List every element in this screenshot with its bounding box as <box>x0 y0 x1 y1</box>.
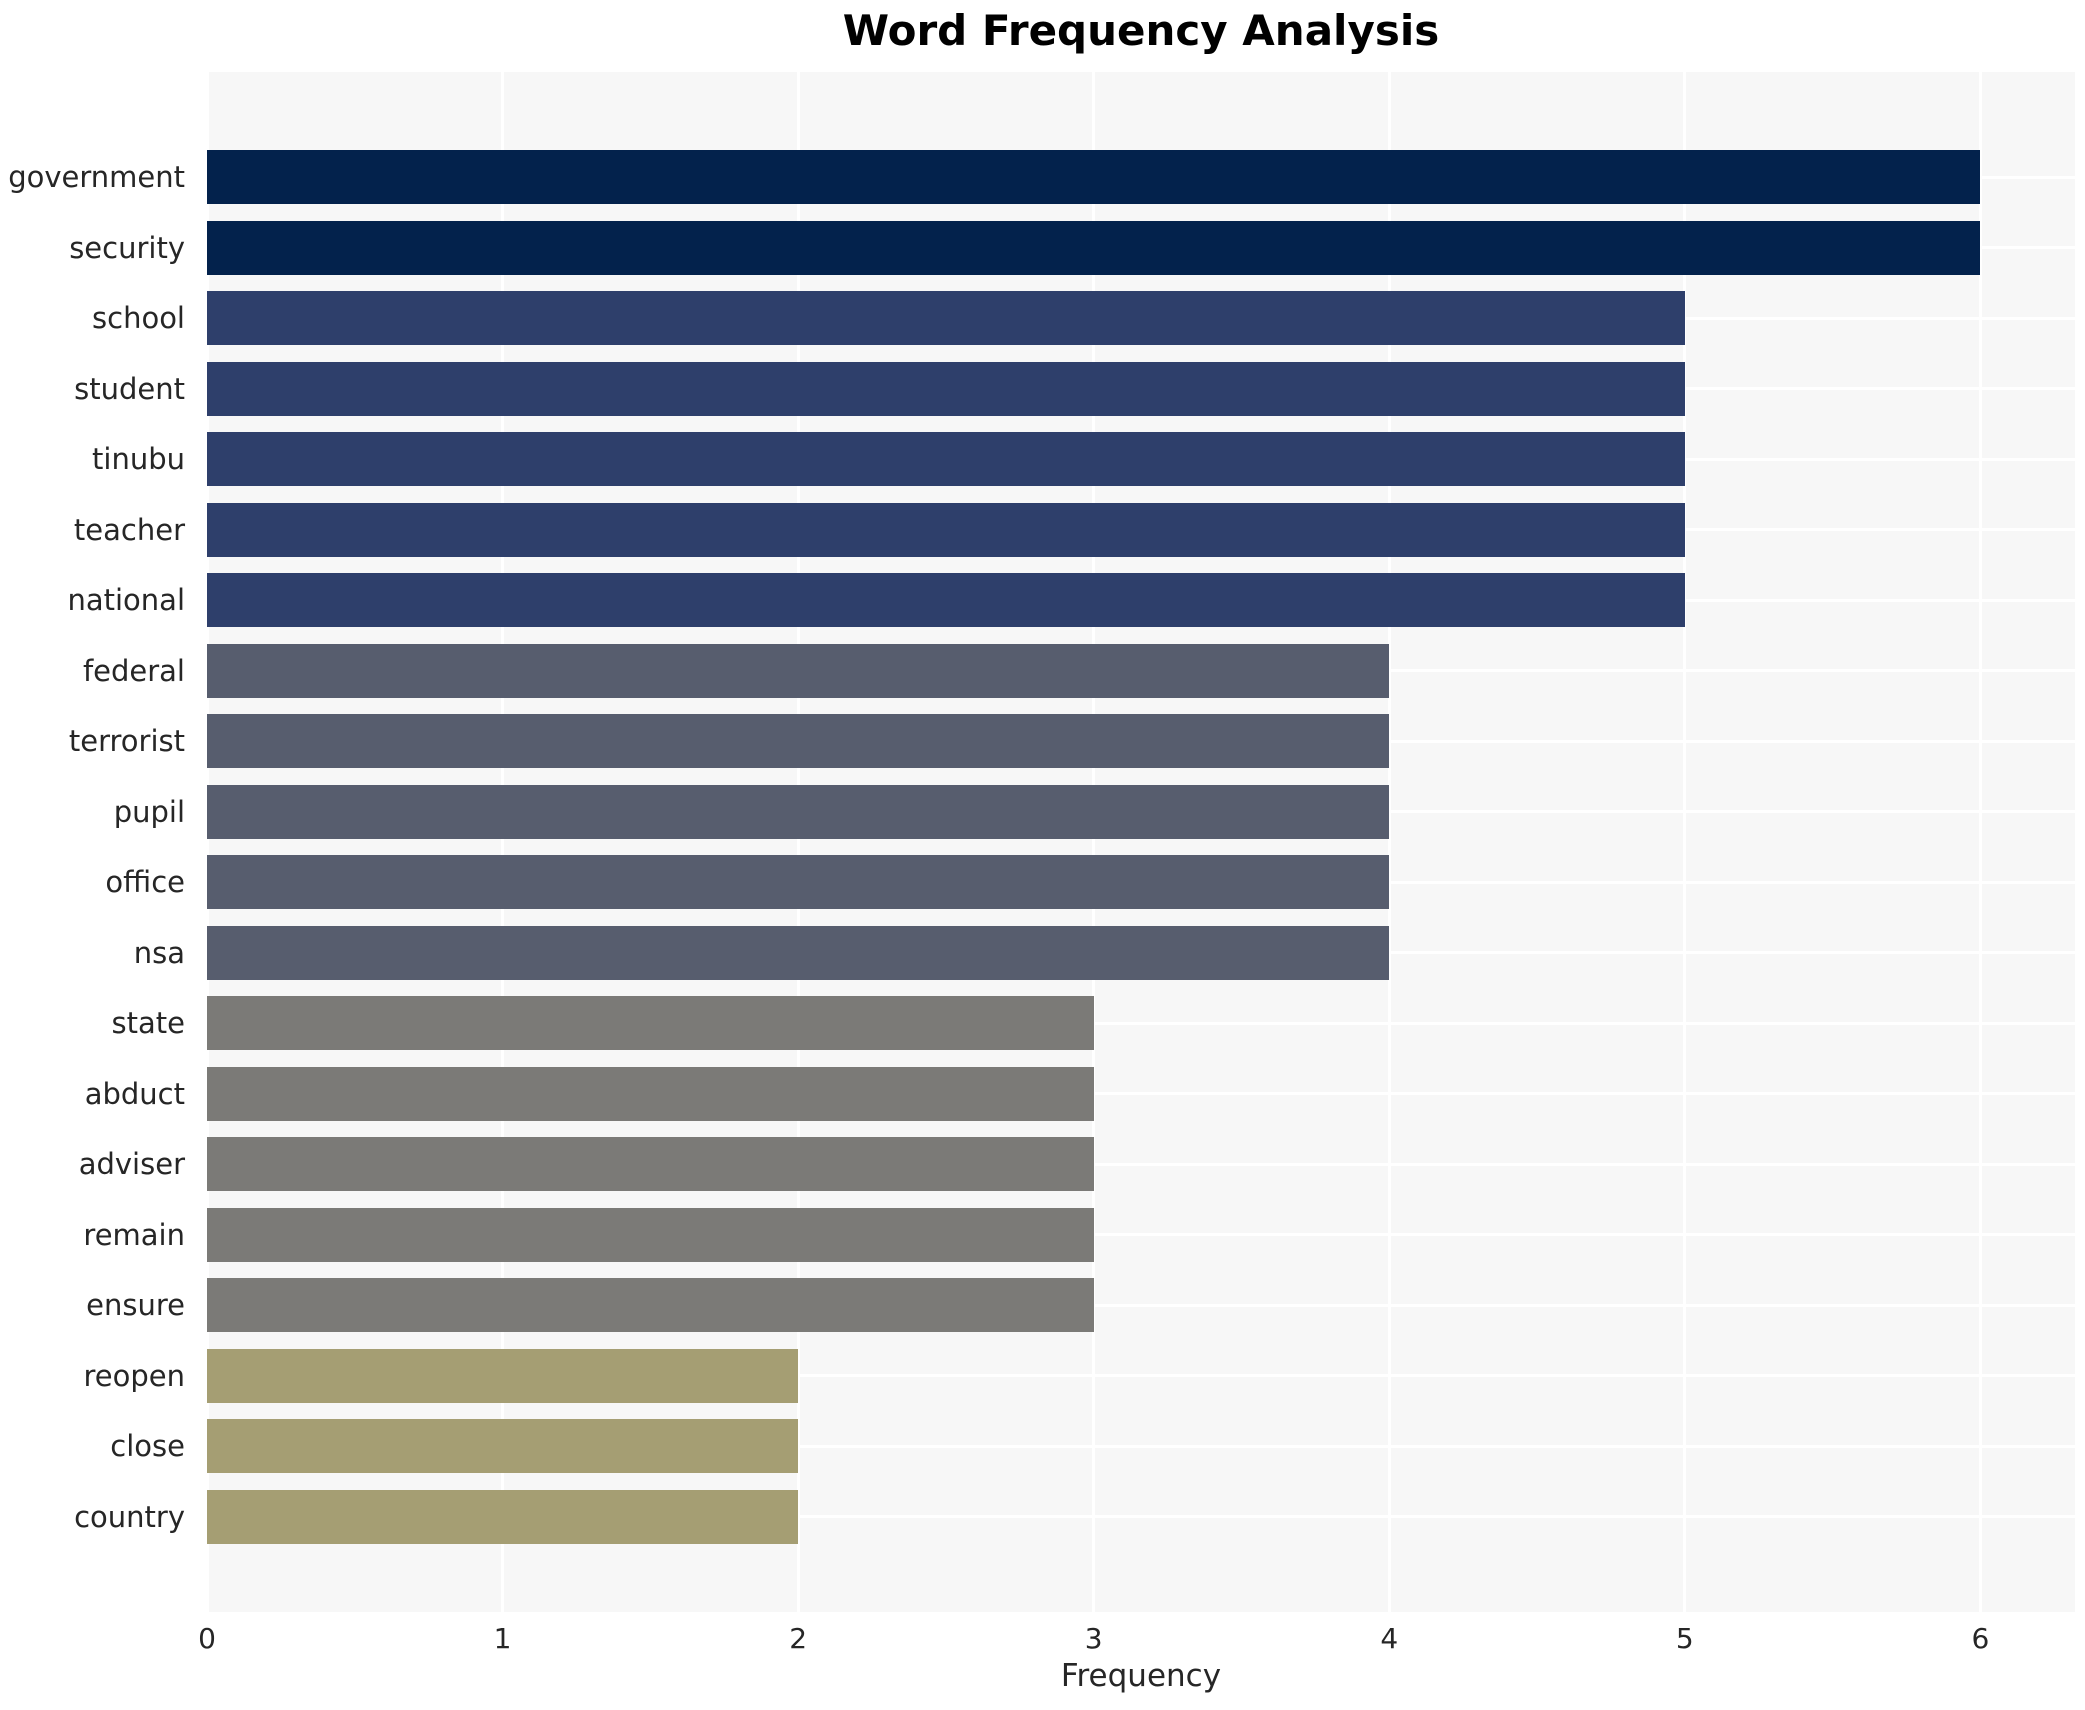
bar-abduct <box>207 1066 1094 1121</box>
chart-title: Word Frequency Analysis <box>842 6 1440 55</box>
bar-row <box>207 918 2075 989</box>
bar-row <box>207 424 2075 495</box>
bar-office <box>207 855 1390 910</box>
bar-pupil <box>207 784 1390 839</box>
bar-nsa <box>207 925 1390 980</box>
h-gridline <box>207 1303 2075 1307</box>
y-tick-label: school <box>92 301 185 336</box>
bar-row <box>207 706 2075 777</box>
bar-row <box>207 283 2075 354</box>
bar-student <box>207 361 1685 416</box>
bar-teacher <box>207 502 1685 557</box>
y-tick-label: reopen <box>83 1358 186 1393</box>
x-tick-label: 6 <box>1971 1622 1990 1655</box>
bar-terrorist <box>207 714 1390 769</box>
y-axis: government security school student tinubu tea… <box>0 72 195 1612</box>
y-tick-label: terrorist <box>68 724 185 759</box>
bar-row <box>207 1482 2075 1553</box>
plot-area <box>205 72 2075 1612</box>
bar-row <box>207 1270 2075 1341</box>
x-tick-label: 0 <box>198 1622 216 1655</box>
bar-close <box>207 1419 799 1474</box>
y-tick-label: state <box>111 1006 185 1041</box>
bar-row <box>207 565 2075 636</box>
bar-remain <box>207 1207 1094 1262</box>
v-gridline <box>1683 72 1687 1612</box>
bar-government <box>207 150 1981 205</box>
y-tick-label: security <box>69 230 185 265</box>
y-tick-label: adviser <box>78 1147 185 1182</box>
y-tick-label: federal <box>82 653 185 688</box>
bar-row <box>207 495 2075 566</box>
bar-row <box>207 354 2075 425</box>
y-tick-label: student <box>74 371 185 406</box>
bar-adviser <box>207 1137 1094 1192</box>
h-gridline <box>207 1374 2075 1378</box>
h-gridline <box>207 1515 2075 1519</box>
bar-row <box>207 1129 2075 1200</box>
y-tick-label: close <box>110 1429 185 1464</box>
y-tick-label: abduct <box>84 1076 185 1111</box>
y-tick-label: ensure <box>86 1288 185 1323</box>
bar-row <box>207 847 2075 918</box>
bar-tinubu <box>207 432 1685 487</box>
bar-reopen <box>207 1348 799 1403</box>
y-tick-label: country <box>74 1499 185 1534</box>
bar-state <box>207 996 1094 1051</box>
v-gridline <box>1978 72 1982 1612</box>
y-tick-label: tinubu <box>92 442 185 477</box>
x-axis: 0 1 2 3 4 5 6 <box>198 1612 2075 1658</box>
h-gridline <box>207 1162 2075 1166</box>
y-tick-label: nsa <box>133 935 185 970</box>
y-tick-label: national <box>67 583 185 618</box>
x-axis-label: Frequency <box>1060 1658 1222 1694</box>
bar-row <box>207 213 2075 284</box>
y-tick-label: remain <box>83 1217 185 1252</box>
h-gridline <box>207 1092 2075 1096</box>
bar-row <box>207 777 2075 848</box>
v-gridline <box>501 72 505 1612</box>
x-tick-label: 5 <box>1675 1622 1694 1655</box>
bar-school <box>207 291 1685 346</box>
bar-row <box>207 142 2075 213</box>
x-tick-label: 1 <box>493 1622 512 1655</box>
y-tick-label: office <box>105 865 185 900</box>
y-tick-label: teacher <box>73 512 185 547</box>
bar-security <box>207 220 1981 275</box>
v-gridline <box>1387 72 1391 1612</box>
bar-country <box>207 1489 799 1544</box>
y-tick-label: government <box>8 160 185 195</box>
x-tick-label: 4 <box>1380 1622 1399 1655</box>
h-gridline <box>207 1021 2075 1025</box>
bar-ensure <box>207 1278 1094 1333</box>
bar-row <box>207 1059 2075 1130</box>
y-tick-label: pupil <box>113 794 185 829</box>
bar-row <box>207 988 2075 1059</box>
x-tick-label: 3 <box>1084 1622 1103 1655</box>
h-gridline <box>207 1444 2075 1448</box>
bar-row <box>207 1341 2075 1412</box>
h-gridline <box>207 1233 2075 1237</box>
bar-row <box>207 1200 2075 1271</box>
x-tick-label: 2 <box>789 1622 808 1655</box>
v-gridline <box>1092 72 1096 1612</box>
bar-national <box>207 573 1685 628</box>
v-gridline <box>205 72 209 1612</box>
bar-row <box>207 636 2075 707</box>
bar-row <box>207 1411 2075 1482</box>
bar-federal <box>207 643 1390 698</box>
v-gridline <box>796 72 800 1612</box>
